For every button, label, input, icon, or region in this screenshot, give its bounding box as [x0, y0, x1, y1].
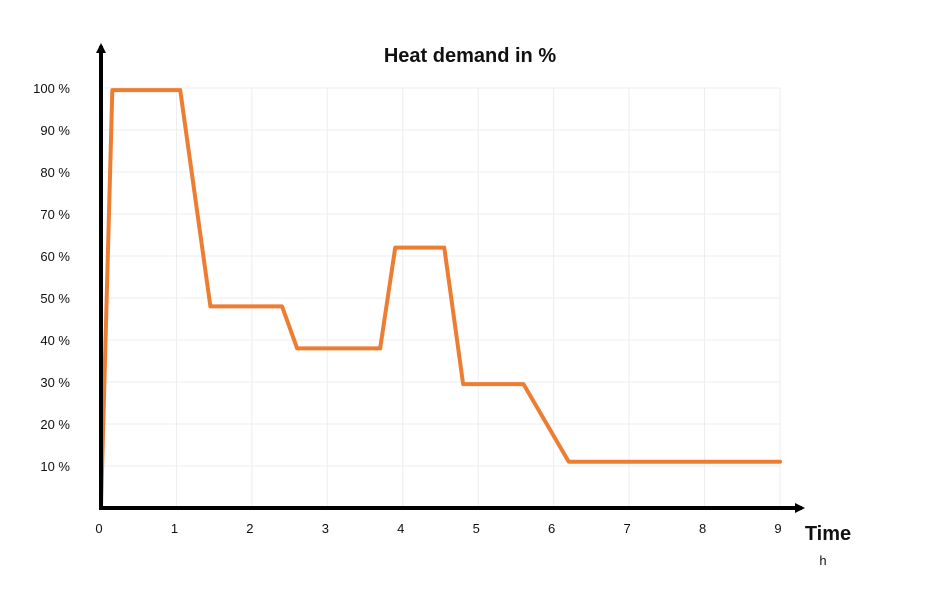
series-layer — [99, 88, 782, 510]
series-point — [443, 246, 446, 249]
x-tick-label: 8 — [699, 521, 706, 536]
x-tick-label: 4 — [397, 521, 404, 536]
series-point — [179, 89, 182, 91]
x-axis-label: Time — [805, 523, 851, 545]
y-tick-label: 40 % — [40, 333, 70, 348]
series-point — [296, 347, 298, 350]
x-tick-label: 7 — [623, 521, 630, 536]
x-tick-labels: 0 1 2 3 4 5 6 7 8 9 — [95, 521, 781, 536]
series-point — [281, 305, 283, 308]
y-tick-label: 90 % — [40, 123, 70, 138]
y-tick-labels: 10 % 20 % 30 % 40 % 50 % 60 % 70 % 80 % 90 % 100 … — [33, 81, 70, 474]
series-point — [779, 461, 781, 463]
y-tick-label: 10 % — [40, 459, 70, 474]
x-tick-label: 1 — [171, 521, 178, 536]
series-point — [462, 383, 464, 385]
series-point — [209, 305, 212, 308]
series-line — [99, 88, 782, 510]
x-tick-label: 5 — [473, 521, 480, 536]
series-point — [111, 89, 114, 91]
series-point — [522, 383, 525, 385]
series-point — [567, 461, 570, 463]
y-tick-label: 100 % — [33, 81, 70, 96]
y-tick-label: 80 % — [40, 165, 70, 180]
x-tick-label: 2 — [246, 521, 253, 536]
y-tick-label: 30 % — [40, 375, 70, 390]
y-tick-label: 50 % — [40, 291, 70, 306]
x-tick-label: 9 — [774, 521, 781, 536]
x-tick-label: 3 — [322, 521, 329, 536]
x-tick-label: 0 — [95, 521, 102, 536]
series-point — [394, 246, 397, 249]
x-tick-label: 6 — [548, 521, 555, 536]
y-tick-label: 20 % — [40, 417, 70, 432]
x-axis-unit: h — [819, 553, 826, 568]
y-tick-label: 60 % — [40, 249, 70, 264]
chart-title: Heat demand in % — [384, 45, 556, 67]
grid-lines — [101, 87, 781, 508]
series-point — [379, 347, 381, 350]
y-tick-label: 70 % — [40, 207, 70, 222]
